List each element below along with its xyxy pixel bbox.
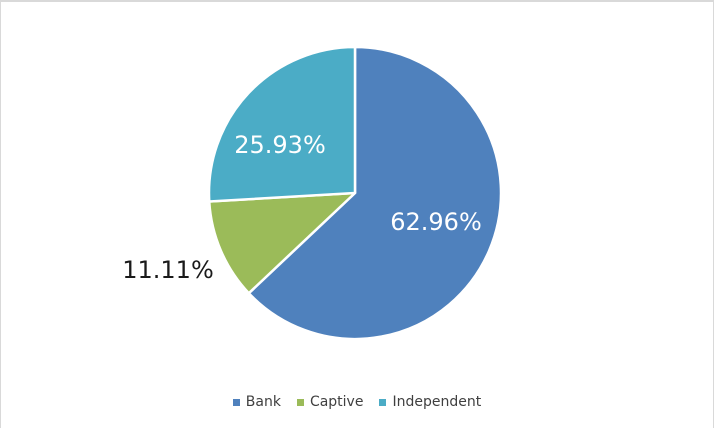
legend-label: Captive xyxy=(309,394,364,410)
data-label-captive: 11.11% xyxy=(122,256,214,284)
pie-slices xyxy=(207,45,503,341)
legend-label: Bank xyxy=(245,394,281,410)
legend-label: Independent xyxy=(392,394,482,410)
legend: Bank Captive Independent xyxy=(0,394,714,410)
pie-data-labels: 62.96% 11.11% 25.93% xyxy=(122,131,482,284)
legend-swatch xyxy=(379,398,387,406)
legend-item-captive: Captive xyxy=(296,394,364,410)
data-label-independent: 25.93% xyxy=(234,131,326,159)
pie-slice-captive xyxy=(208,191,357,295)
legend-swatch xyxy=(232,398,240,406)
data-label-bank: 62.96% xyxy=(390,208,482,236)
legend-swatch xyxy=(296,398,304,406)
legend-item-independent: Independent xyxy=(379,394,481,410)
pie-slice-bank xyxy=(247,45,503,341)
legend-item-bank: Bank xyxy=(232,394,281,410)
pie-slice-independent xyxy=(207,45,357,203)
